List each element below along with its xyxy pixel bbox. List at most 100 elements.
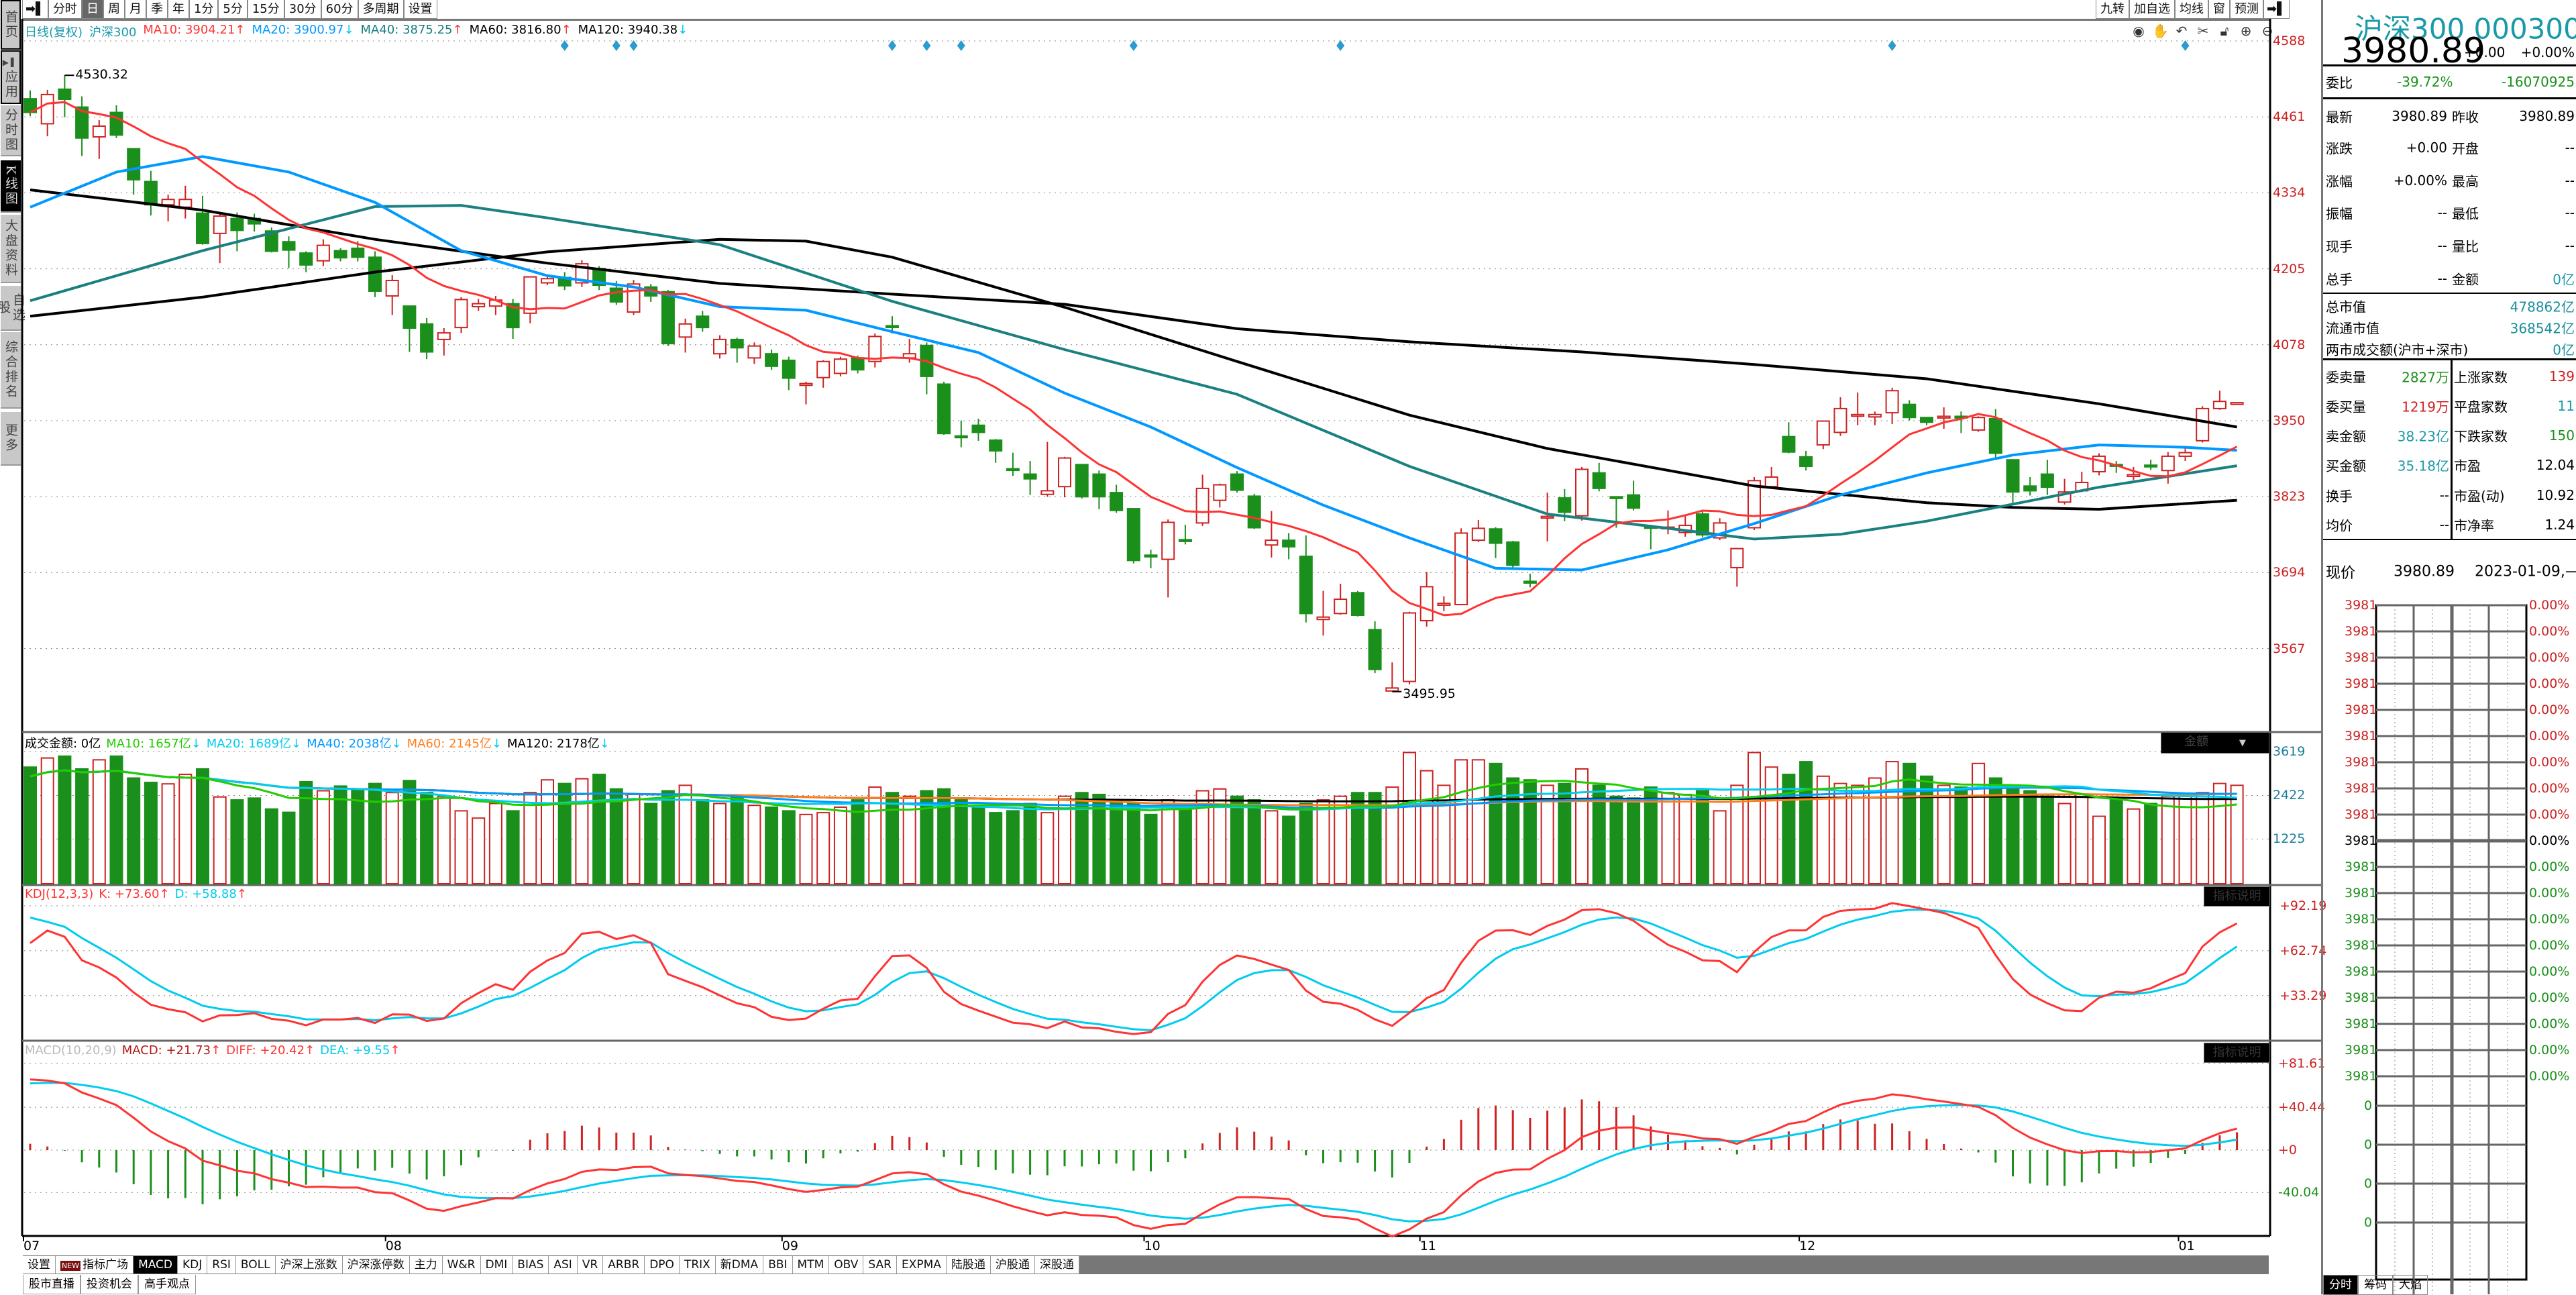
price-axis-label: 4078 — [2273, 337, 2306, 352]
volume-bar-up — [1661, 792, 1675, 884]
sidebar-item-more[interactable]: 更多 — [1, 412, 21, 466]
indicator-tab[interactable]: 沪深涨停数 — [342, 1256, 410, 1274]
volume-bar-up — [1833, 782, 1847, 885]
toolbar-right-button[interactable]: 均线 — [2175, 0, 2208, 19]
period-button[interactable]: 年 — [167, 0, 189, 19]
candle-up — [178, 199, 193, 208]
volume-bar-up — [799, 813, 813, 884]
indicator-tab[interactable]: SAR — [863, 1256, 897, 1274]
eye-icon[interactable]: ◉ — [2133, 23, 2145, 39]
period-button[interactable]: 日 — [81, 0, 103, 19]
sidebar-item-kline[interactable]: K线图 — [1, 160, 21, 213]
indicator-tab[interactable]: 沪深上涨数 — [275, 1256, 343, 1274]
period-button[interactable]: 设置 — [403, 0, 437, 19]
period-button[interactable]: 15分 — [247, 0, 284, 19]
quote-panel-tab[interactable]: 分时 — [2323, 1275, 2358, 1295]
indicator-tab[interactable]: NEW 指标广场 — [56, 1256, 134, 1274]
sidebar-label: 更多 — [3, 423, 18, 453]
indicator-tab[interactable]: MACD — [133, 1256, 178, 1274]
indicator-tab[interactable]: ARBR — [603, 1256, 645, 1274]
period-button[interactable]: 5分 — [218, 0, 248, 19]
toolbar-divider — [22, 19, 2269, 21]
indicator-tab[interactable]: 新DMA — [715, 1256, 764, 1274]
period-button[interactable]: 多周期 — [358, 0, 404, 19]
hand-icon[interactable]: ✋ — [2152, 23, 2169, 39]
bottom-link[interactable]: 高手观点 — [138, 1275, 196, 1294]
candle-up — [1213, 484, 1227, 501]
indicator-tab[interactable]: RSI — [207, 1256, 236, 1274]
macd-title: MACD(10,20,9) — [25, 1043, 117, 1057]
kdj-help-button[interactable]: 指标说明 — [2204, 886, 2270, 907]
scissors-icon[interactable]: ✂ — [2197, 23, 2209, 39]
indicator-tab[interactable]: OBV — [829, 1256, 864, 1274]
price-axis-label: 3567 — [2273, 641, 2306, 656]
sidebar-item-ranking[interactable]: 综合排名 — [1, 332, 21, 409]
macd-help-button[interactable]: 指标说明 — [2204, 1043, 2270, 1063]
quote-panel-tab[interactable]: 大焰 — [2393, 1275, 2428, 1295]
period-button[interactable]: 分时 — [48, 0, 82, 19]
tick-grid-pct: 0.00% — [2529, 755, 2570, 770]
period-button[interactable]: 周 — [103, 0, 125, 19]
undo-icon[interactable]: ↶ — [2176, 23, 2188, 39]
toolbar-right-button[interactable]: 窗 — [2208, 0, 2230, 19]
period-button[interactable]: 60分 — [321, 0, 358, 19]
toolbar-right-button[interactable]: 加自选 — [2129, 0, 2175, 19]
indicator-tab[interactable]: 深股通 — [1034, 1256, 1079, 1274]
candle-down — [299, 252, 313, 266]
indicator-tab[interactable]: 设置 — [23, 1256, 56, 1274]
indicator-tab[interactable]: 主力 — [409, 1256, 443, 1274]
period-button[interactable]: 30分 — [284, 0, 321, 19]
sidebar-item-timeshare[interactable]: 分时图 — [1, 105, 21, 156]
zoom-in-icon[interactable]: ⊕ — [2240, 23, 2252, 39]
bottom-link[interactable]: 股市直播 — [23, 1275, 80, 1294]
candle-down — [609, 287, 623, 303]
signal-diamond-marker — [612, 40, 621, 51]
indicator-tab[interactable]: KDJ — [178, 1256, 208, 1274]
indicator-tab[interactable]: 陆股通 — [946, 1256, 991, 1274]
period-button[interactable]: 1分 — [189, 0, 219, 19]
volume-bar-down — [1092, 793, 1106, 884]
indicator-tab[interactable]: W&R — [442, 1256, 481, 1274]
sidebar-item-apps[interactable]: ▶▌ 应用 — [1, 50, 21, 104]
indicator-tab[interactable]: 沪股通 — [990, 1256, 1035, 1274]
indicator-tab[interactable]: MTM — [792, 1256, 830, 1274]
candle-down — [1023, 473, 1037, 480]
volume-bar-down — [1299, 802, 1313, 885]
indicator-tab[interactable]: BIAS — [513, 1256, 549, 1274]
stats-value: 150 — [2548, 427, 2575, 444]
indicator-tab[interactable]: BBI — [763, 1256, 793, 1274]
sidebar-item-home[interactable]: 首页 — [1, 0, 21, 50]
volume-bar-up — [2212, 782, 2226, 885]
candle-down — [1609, 496, 1623, 499]
kdj-title: KDJ(12,3,3) — [25, 887, 94, 901]
volume-bar-up — [1195, 790, 1210, 885]
tab-label: BIAS — [517, 1258, 544, 1272]
volume-bar-up — [454, 810, 468, 885]
indicator-tab[interactable]: DPO — [645, 1256, 680, 1274]
toolbar-right-button[interactable]: 九转 — [2096, 0, 2129, 19]
toolbar-right-button[interactable]: 预测 — [2230, 0, 2263, 19]
quote-panel-tab[interactable]: 筹码 — [2358, 1275, 2393, 1295]
period-button[interactable]: 月 — [124, 0, 146, 19]
indicator-tab[interactable]: EXPMA — [896, 1256, 947, 1274]
period-button[interactable]: 季 — [146, 0, 168, 19]
price-axis-label: 3823 — [2273, 489, 2306, 505]
lock-icon[interactable]: 🔓︎ — [2220, 23, 2229, 39]
volume-selector[interactable]: 金额 ▼ — [2161, 732, 2269, 754]
diff-value: DIFF: +20.42 — [226, 1043, 305, 1057]
kdj-axis-label: +92.19 — [2279, 898, 2327, 913]
indicator-tab[interactable]: ASI — [549, 1256, 578, 1274]
tick-grid-pct: 0.00% — [2529, 650, 2570, 665]
indicator-tab[interactable]: TRIX — [679, 1256, 716, 1274]
tab-label: SAR — [868, 1258, 892, 1272]
expand-arrow-icon[interactable]: ➡▌ — [2263, 0, 2290, 19]
indicator-tab[interactable]: BOLL — [235, 1256, 276, 1274]
indicator-tab[interactable]: DMI — [480, 1256, 513, 1274]
bottom-link[interactable]: 投资机会 — [80, 1275, 138, 1294]
indicator-tab[interactable]: VR — [577, 1256, 604, 1274]
candle-down — [1592, 472, 1606, 489]
sidebar-item-market-info[interactable]: 大盘资料 — [1, 215, 21, 283]
macd-legend: MACD(10,20,9) MACD: +21.73 ↑ DIFF: +20.42… — [25, 1043, 400, 1057]
collapse-arrow-icon[interactable]: ➡▌ — [22, 0, 48, 19]
